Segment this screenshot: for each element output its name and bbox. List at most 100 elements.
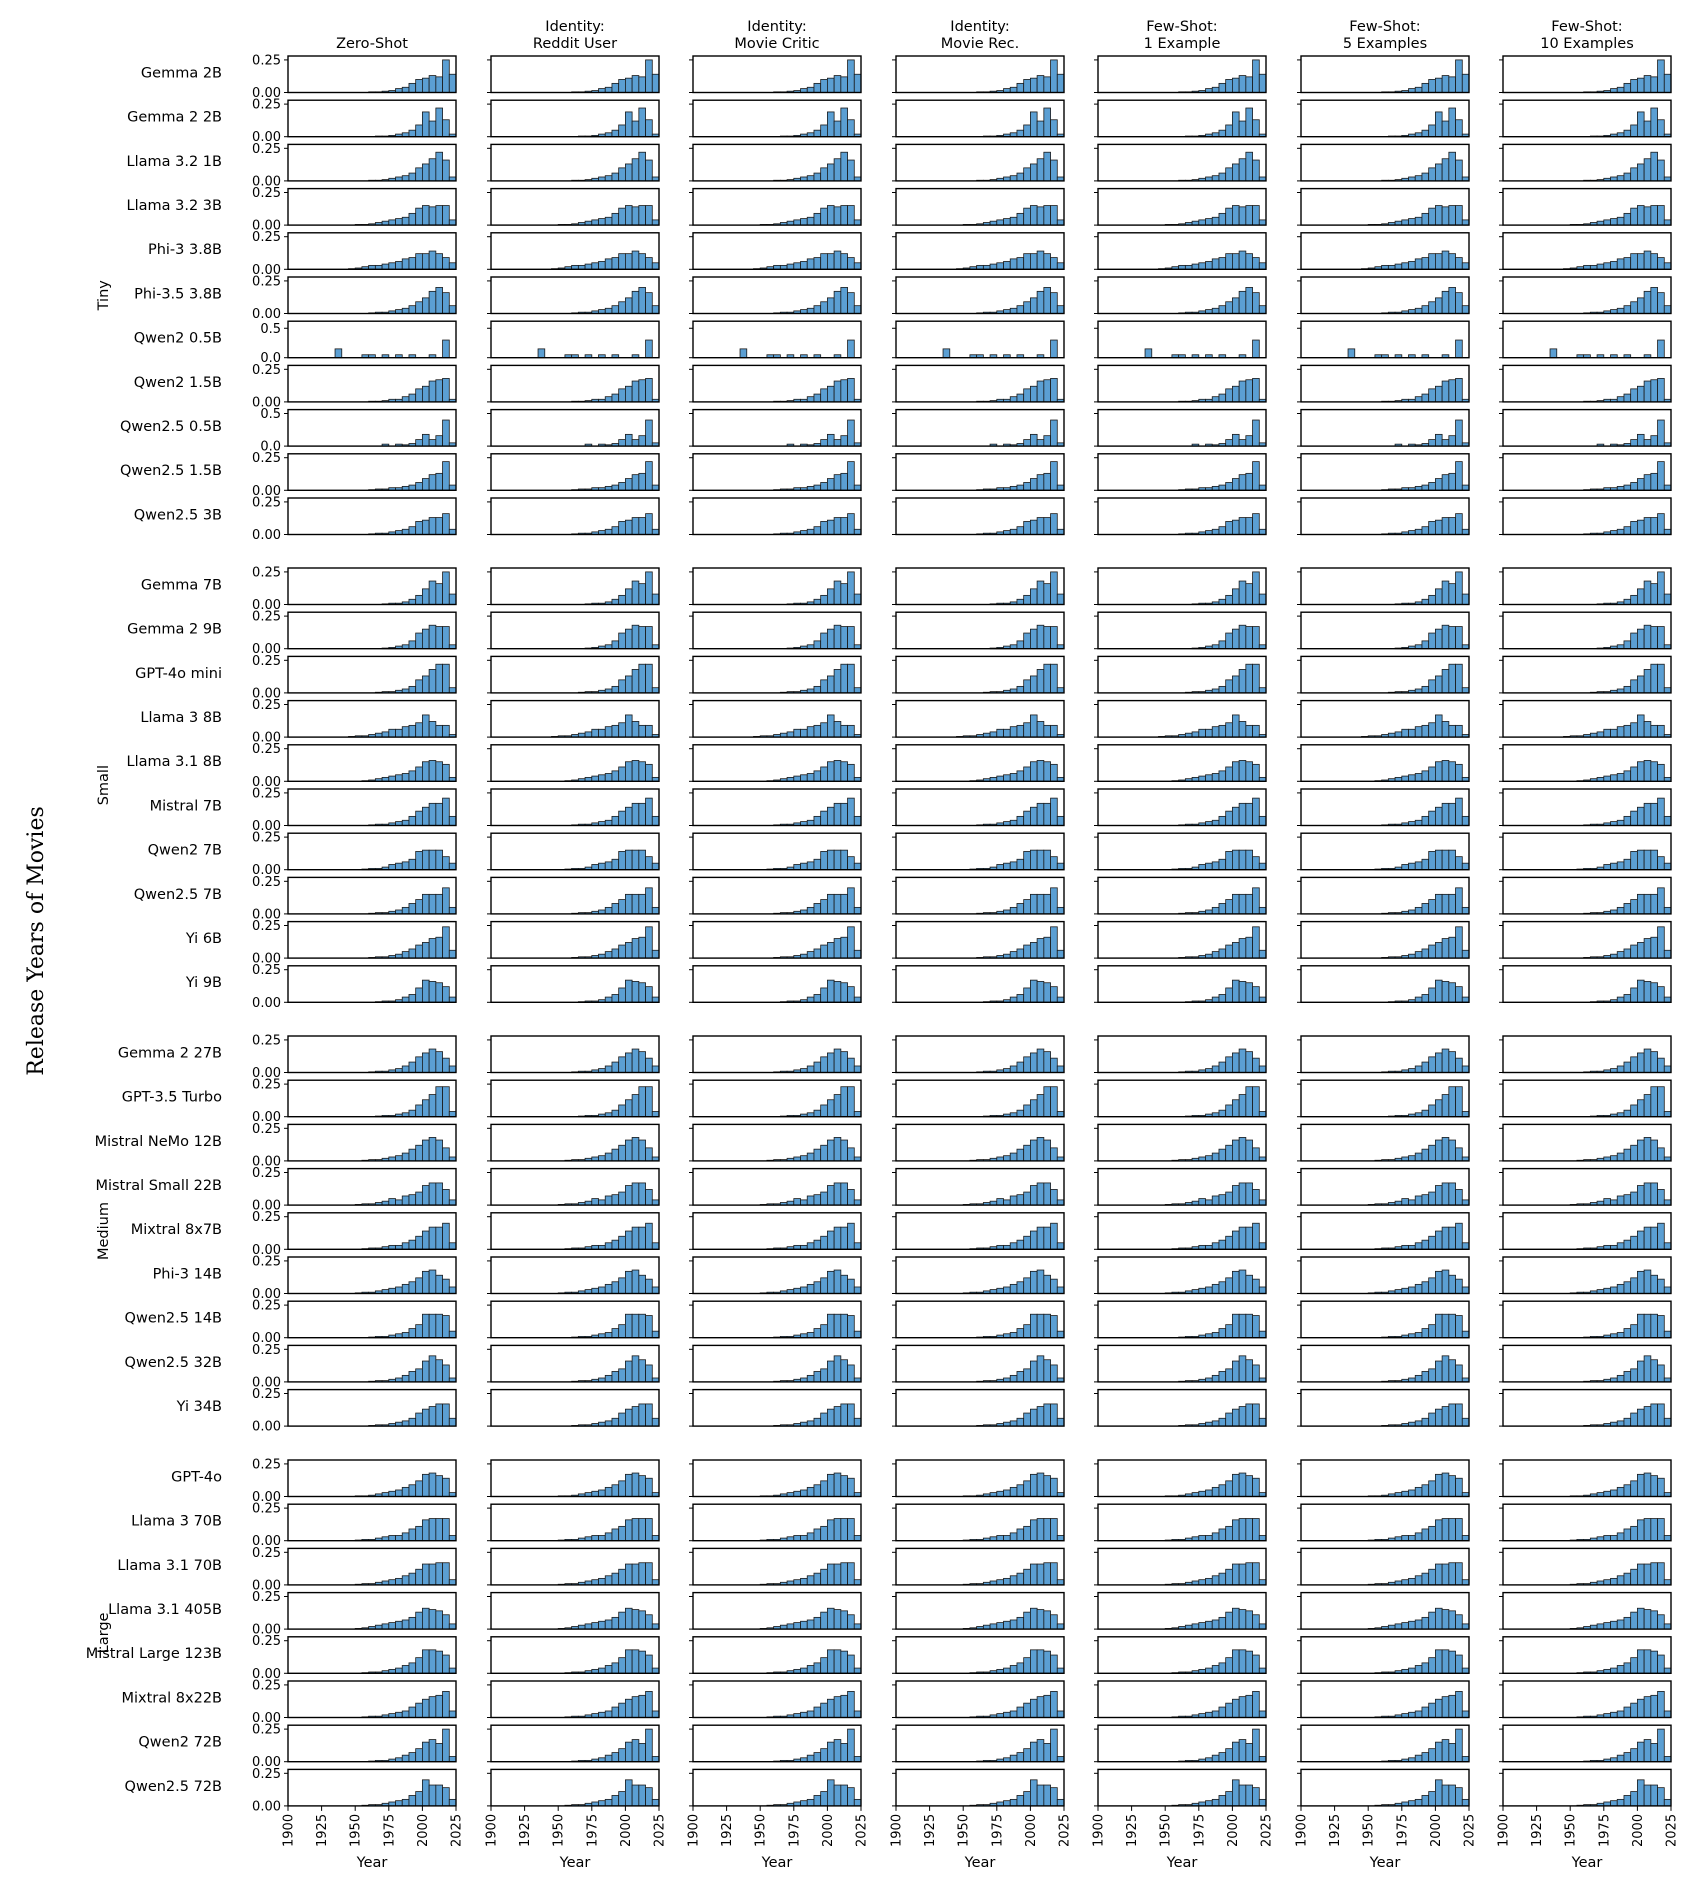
histogram-bar xyxy=(618,1191,626,1206)
subplot xyxy=(689,1724,862,1763)
histogram-bar xyxy=(1428,1525,1436,1542)
subplot xyxy=(1499,453,1672,491)
histogram-bar xyxy=(1238,75,1247,93)
histogram-bar xyxy=(1252,59,1260,93)
histogram-bar xyxy=(651,1199,660,1206)
histogram-bar xyxy=(1238,893,1247,915)
histogram-bar xyxy=(408,903,417,915)
histogram-bar xyxy=(1657,1278,1665,1294)
histogram-bar xyxy=(996,1535,1004,1542)
histogram-bar xyxy=(421,893,430,915)
histogram-bar xyxy=(840,1051,848,1073)
histogram-bar xyxy=(448,73,457,93)
histogram-bar xyxy=(1225,301,1233,314)
subplot-frame xyxy=(692,497,862,536)
histogram-bar xyxy=(435,1359,443,1383)
histogram-bar xyxy=(1003,1199,1011,1206)
histogram-bar xyxy=(408,1109,417,1118)
histogram-bar xyxy=(618,766,626,782)
histogram-bar xyxy=(611,1371,620,1383)
subplot xyxy=(1499,187,1672,226)
histogram-bar xyxy=(401,1242,410,1250)
histogram-bar xyxy=(1023,1104,1031,1118)
histogram-bar xyxy=(996,1198,1004,1206)
histogram-bar xyxy=(388,1622,396,1630)
histogram-bar xyxy=(833,1696,842,1718)
histogram-bar xyxy=(989,731,998,738)
histogram-bar xyxy=(435,76,443,93)
histogram-bar xyxy=(1036,1563,1045,1586)
histogram-bar xyxy=(840,724,848,738)
subplot-frame xyxy=(1502,1344,1672,1383)
histogram-bar xyxy=(1009,1283,1018,1294)
histogram-bar xyxy=(625,519,633,535)
histogram-bar xyxy=(1198,219,1206,226)
histogram-bar xyxy=(1657,926,1665,959)
subplot-frame xyxy=(692,655,862,694)
histogram-bar xyxy=(442,1147,450,1162)
histogram-bar xyxy=(1637,205,1645,226)
histogram-bar xyxy=(1435,1649,1443,1674)
histogram-bar xyxy=(1657,59,1665,93)
histogram-bar xyxy=(401,1283,410,1294)
y-tick-label: 0.00 xyxy=(252,1799,281,1814)
histogram-bar xyxy=(1205,218,1213,226)
histogram-bar xyxy=(1211,996,1220,1003)
histogram-bar xyxy=(806,996,815,1003)
histogram-bar xyxy=(1441,1518,1450,1542)
subplot xyxy=(487,1212,660,1251)
histogram-bar xyxy=(1643,938,1652,959)
y-tick-label: 0.25 xyxy=(252,610,281,625)
histogram-bar xyxy=(1657,378,1665,403)
histogram-bar xyxy=(1421,82,1430,93)
x-tick-label: 1950 xyxy=(957,1814,972,1847)
histogram-bar xyxy=(853,1623,862,1630)
histogram-bar xyxy=(415,632,423,650)
histogram-bar xyxy=(442,1477,450,1497)
histogram-bar xyxy=(1616,1332,1625,1339)
histogram-bar xyxy=(645,1518,653,1542)
subplot: 0.250.00 xyxy=(252,1343,457,1390)
histogram-bar xyxy=(435,1562,443,1586)
histogram-bar xyxy=(604,258,613,270)
x-tick-label: 1950 xyxy=(1564,1814,1579,1847)
histogram-bar xyxy=(1637,1741,1645,1763)
histogram-bar xyxy=(1448,1226,1456,1250)
histogram-bar xyxy=(1252,292,1260,314)
histogram-bar xyxy=(638,1518,646,1542)
histogram-bar xyxy=(618,79,626,93)
histogram-bar xyxy=(1441,669,1450,694)
x-tick-label: 1950 xyxy=(349,1814,364,1847)
subplot-frame xyxy=(692,611,862,650)
histogram-bar xyxy=(625,1519,633,1542)
y-tick-label: 0.25 xyxy=(252,1590,281,1605)
x-tick-label: 2000 xyxy=(1631,1814,1646,1847)
subplot: 0.250.00 xyxy=(252,565,457,613)
histogram-bar xyxy=(1441,1406,1450,1427)
subplot-frame xyxy=(1300,276,1470,315)
histogram-bar xyxy=(820,253,828,270)
subplot xyxy=(1499,699,1672,738)
histogram-bar xyxy=(611,1572,620,1586)
subplot xyxy=(1499,55,1672,94)
histogram-bar xyxy=(827,1473,835,1497)
histogram-bar xyxy=(1238,517,1247,535)
subplot-frame xyxy=(692,1256,862,1295)
histogram-bar xyxy=(1232,1313,1240,1339)
histogram-bar xyxy=(442,292,450,314)
histogram-bar xyxy=(1663,219,1672,226)
histogram-bar xyxy=(813,1194,822,1206)
histogram-bar xyxy=(1643,981,1652,1003)
histogram-bar xyxy=(1455,724,1463,738)
histogram-bar xyxy=(813,172,822,182)
histogram-bar xyxy=(1630,1748,1638,1763)
x-tick-label: 1950 xyxy=(754,1814,769,1847)
histogram-bar xyxy=(1218,129,1227,138)
subplot xyxy=(487,965,660,1003)
histogram-bar xyxy=(1023,1324,1031,1339)
histogram-bar xyxy=(428,517,437,535)
histogram-bar xyxy=(1637,806,1645,826)
subplot xyxy=(1297,1212,1470,1251)
subplot: 0.250.00 xyxy=(252,1678,457,1726)
histogram-bar xyxy=(1448,1086,1456,1118)
